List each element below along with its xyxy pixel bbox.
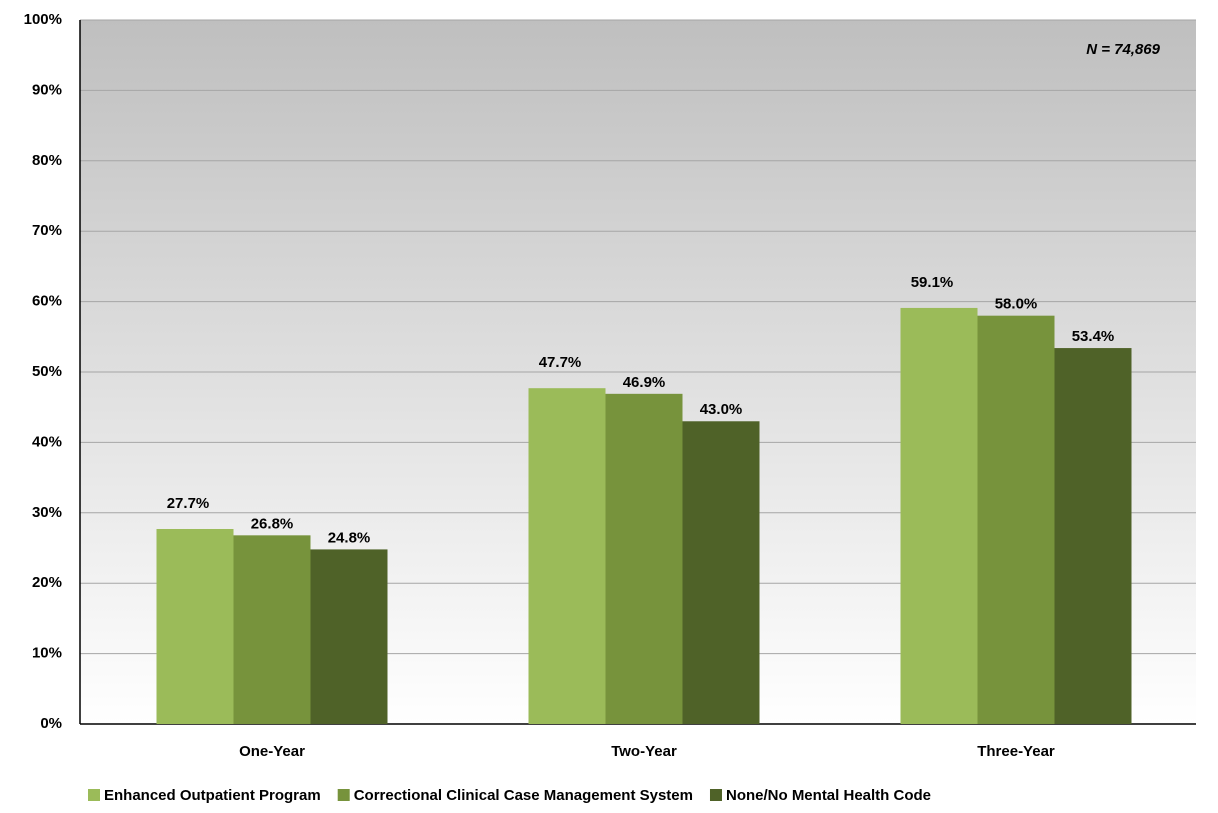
bar — [977, 315, 1055, 724]
value-label: 46.9% — [623, 374, 666, 391]
y-tick-label: 0% — [40, 715, 62, 732]
value-label: 47.7% — [539, 354, 582, 371]
legend-label: Correctional Clinical Case Management Sy… — [354, 787, 693, 804]
bar — [1054, 348, 1132, 724]
bar — [528, 388, 606, 724]
y-tick-label: 50% — [32, 363, 62, 380]
legend-label: Enhanced Outpatient Program — [104, 787, 321, 804]
value-label: 58.0% — [995, 296, 1038, 313]
y-tick-label: 60% — [32, 293, 62, 310]
value-label: 26.8% — [251, 515, 294, 532]
y-tick-label: 70% — [32, 222, 62, 239]
y-tick-label: 80% — [32, 152, 62, 169]
y-tick-label: 90% — [32, 81, 62, 98]
legend-swatch — [337, 789, 350, 801]
value-label: 43.0% — [700, 401, 743, 418]
y-tick-label: 30% — [32, 504, 62, 521]
x-tick-label: Two-Year — [611, 743, 677, 760]
bar — [605, 393, 683, 724]
bar — [156, 528, 234, 724]
y-tick-label: 20% — [32, 574, 62, 591]
value-label: 59.1% — [911, 274, 954, 291]
y-tick-label: 40% — [32, 433, 62, 450]
y-tick-label: 100% — [24, 11, 62, 28]
x-tick-label: Three-Year — [977, 743, 1055, 760]
value-label: 27.7% — [167, 495, 210, 512]
bar — [233, 535, 311, 724]
y-tick-label: 10% — [32, 645, 62, 662]
legend-label: None/No Mental Health Code — [726, 787, 931, 804]
legend-swatch — [709, 789, 722, 801]
legend-swatch — [88, 789, 100, 801]
bar — [682, 421, 760, 724]
bar — [310, 549, 388, 724]
annotation: N = 74,869 — [1086, 41, 1160, 58]
value-label: 53.4% — [1072, 328, 1115, 345]
bar — [900, 307, 978, 724]
x-tick-label: One-Year — [239, 743, 305, 760]
value-label: 24.8% — [328, 529, 371, 546]
